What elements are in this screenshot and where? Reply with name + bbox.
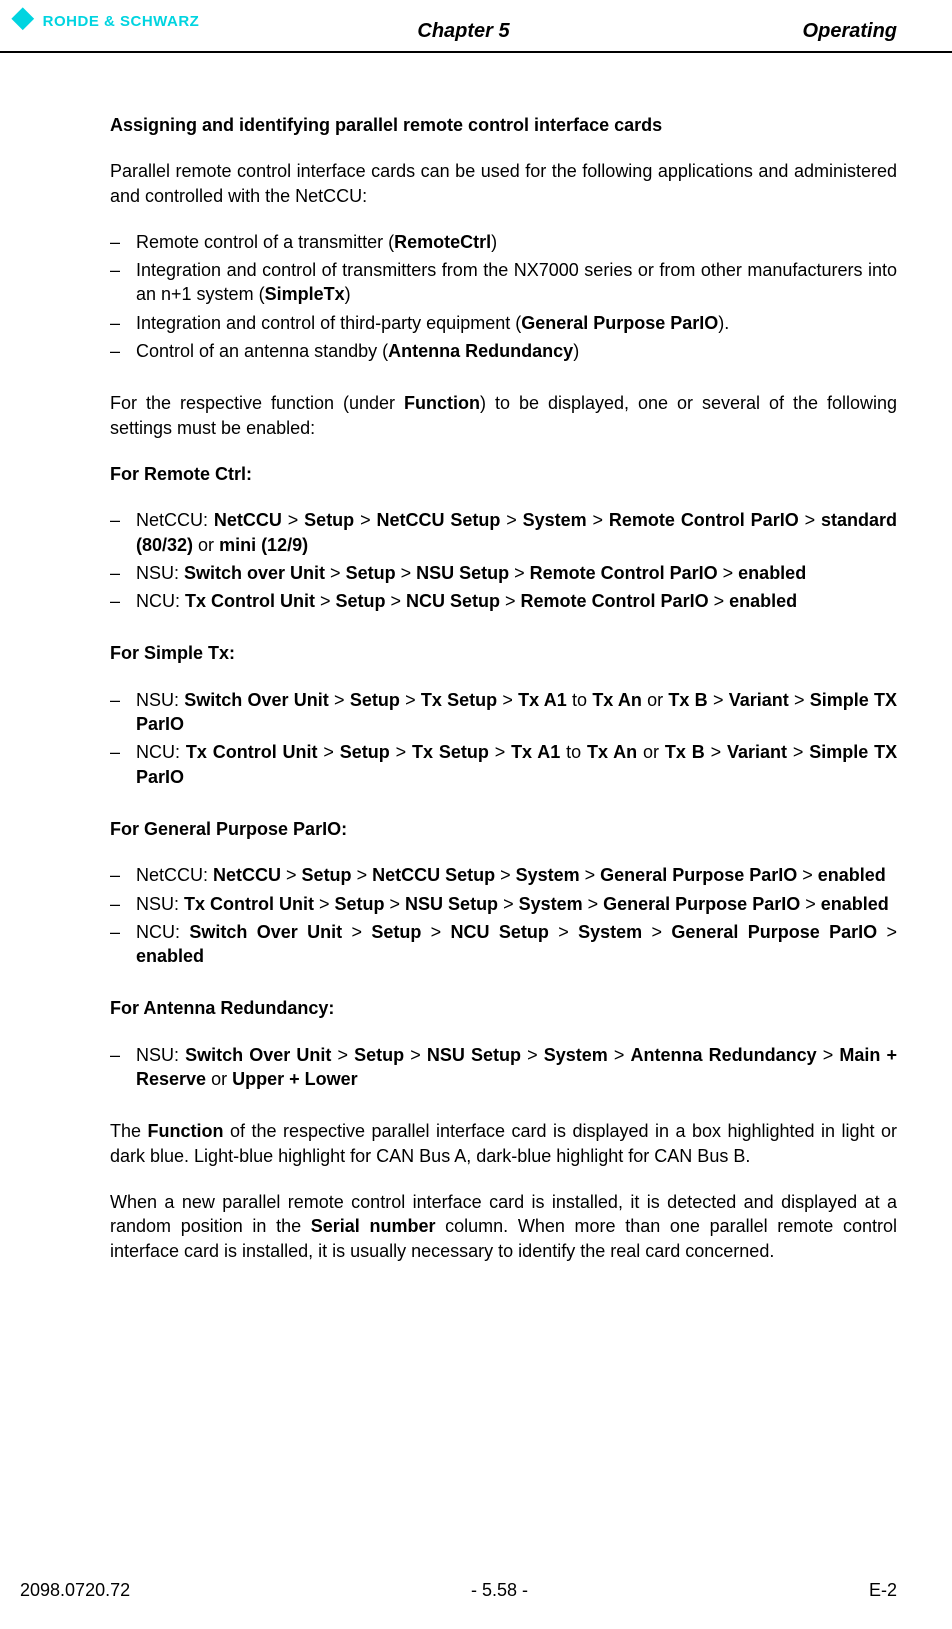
list-item: – Remote control of a transmitter (Remot… [110,230,897,254]
logo-diamond-icon [12,8,38,34]
footer-right: E-2 [869,1580,897,1601]
list-item: – NCU: Tx Control Unit > Setup > Tx Setu… [110,740,897,789]
remote-ctrl-heading: For Remote Ctrl: [110,462,897,486]
list-item: – NSU: Tx Control Unit > Setup > NSU Set… [110,892,897,916]
section-title: Operating [803,20,897,43]
page-header: ROHDE & SCHWARZ Chapter 5 Operating [0,0,952,53]
main-heading: Assigning and identifying parallel remot… [110,113,897,137]
closing-para-2: When a new parallel remote control inter… [110,1190,897,1263]
list-item: – NSU: Switch Over Unit > Setup > Tx Set… [110,688,897,737]
list-item: – Integration and control of third-party… [110,311,897,335]
simple-tx-heading: For Simple Tx: [110,641,897,665]
page-content: Assigning and identifying parallel remot… [0,53,952,1263]
simple-tx-list: – NSU: Switch Over Unit > Setup > Tx Set… [110,688,897,789]
ant-red-heading: For Antenna Redundancy: [110,996,897,1020]
function-intro: For the respective function (under Funct… [110,391,897,440]
gp-pario-heading: For General Purpose ParIO: [110,817,897,841]
list-item: – NetCCU: NetCCU > Setup > NetCCU Setup … [110,508,897,557]
list-item: – Integration and control of transmitter… [110,258,897,307]
footer-left: 2098.0720.72 [20,1580,130,1601]
list-item: – NSU: Switch over Unit > Setup > NSU Se… [110,561,897,585]
footer-center: - 5.58 - [471,1580,528,1601]
page-footer: 2098.0720.72 - 5.58 - E-2 [0,1580,952,1601]
brand-logo: ROHDE & SCHWARZ [12,8,199,34]
list-item: – NCU: Switch Over Unit > Setup > NCU Se… [110,920,897,969]
logo-text: ROHDE & SCHWARZ [43,13,200,30]
remote-ctrl-list: – NetCCU: NetCCU > Setup > NetCCU Setup … [110,508,897,613]
ant-red-list: – NSU: Switch Over Unit > Setup > NSU Se… [110,1043,897,1092]
applications-list: – Remote control of a transmitter (Remot… [110,230,897,363]
list-item: – NSU: Switch Over Unit > Setup > NSU Se… [110,1043,897,1092]
list-item: – NCU: Tx Control Unit > Setup > NCU Set… [110,589,897,613]
list-item: – Control of an antenna standby (Antenna… [110,339,897,363]
gp-pario-list: – NetCCU: NetCCU > Setup > NetCCU Setup … [110,863,897,968]
intro-paragraph: Parallel remote control interface cards … [110,159,897,208]
list-item: – NetCCU: NetCCU > Setup > NetCCU Setup … [110,863,897,887]
closing-para-1: The Function of the respective parallel … [110,1119,897,1168]
